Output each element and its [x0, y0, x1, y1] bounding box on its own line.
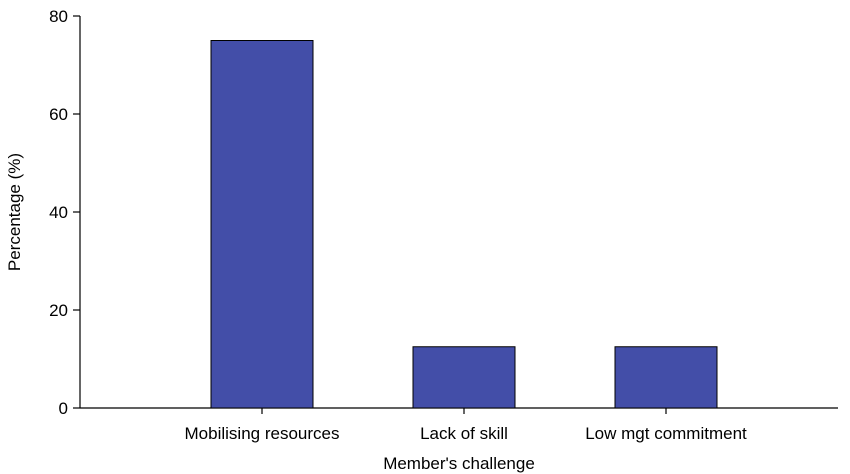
x-ticks: Mobilising resources Lack of skill Low mgt…	[185, 408, 747, 443]
x-tick-label: Low mgt commitment	[585, 424, 747, 443]
y-axis-title: Percentage (%)	[5, 153, 24, 271]
y-tick-label: 80	[49, 7, 68, 26]
y-tick-label: 20	[49, 301, 68, 320]
x-axis-title: Member's challenge	[383, 454, 535, 473]
bar	[210, 40, 314, 409]
y-tick-label: 0	[59, 399, 68, 418]
y-tick-label: 40	[49, 203, 68, 222]
y-tick-label: 60	[49, 105, 68, 124]
y-ticks: 0 20 40 60 80	[49, 7, 80, 418]
bar	[614, 346, 718, 409]
bar	[412, 346, 516, 409]
x-tick-label: Lack of skill	[420, 424, 508, 443]
bars	[210, 40, 718, 409]
x-tick-label: Mobilising resources	[185, 424, 340, 443]
